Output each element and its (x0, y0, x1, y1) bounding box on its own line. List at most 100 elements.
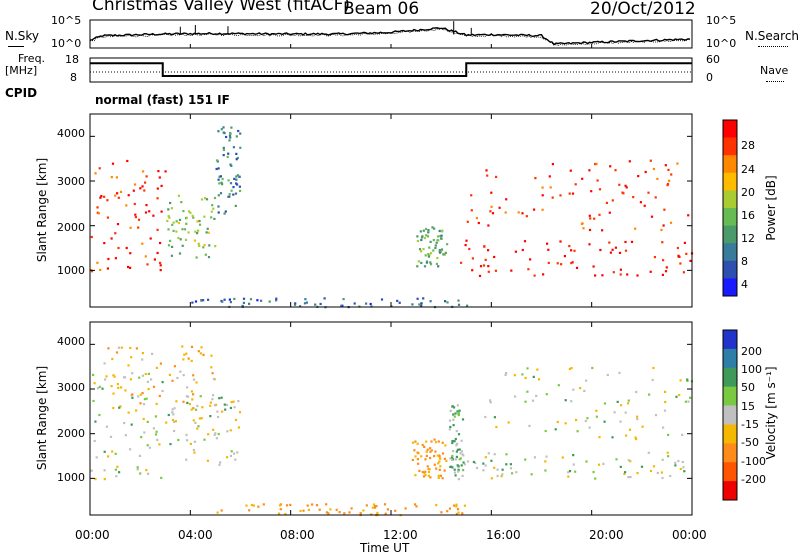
power-panel-cell (416, 235, 419, 238)
power-panel-cell (420, 261, 423, 264)
power-panel-cell (619, 268, 622, 271)
velocity-panel-cell (200, 417, 203, 420)
power-panel-cell (129, 266, 132, 269)
power-panel-cell (611, 199, 614, 202)
velocity-panel-cell (112, 392, 115, 395)
power-panel-cell (156, 228, 159, 231)
power-colorbar-band (723, 172, 737, 191)
velocity-panel-cell (142, 417, 145, 421)
power-panel-cell (207, 256, 211, 259)
power-panel-cell (470, 194, 473, 197)
velocity-panel-cell (237, 400, 240, 403)
velocity-panel-cell (652, 366, 655, 370)
velocity-panel-cell (616, 400, 619, 403)
power-panel-cell (167, 244, 171, 247)
velocity-panel-cell (190, 390, 193, 393)
velocity-panel-cell (335, 508, 338, 511)
power-panel-cell (217, 167, 220, 170)
power-panel-cell (649, 159, 652, 162)
nave-label: Nave (760, 64, 789, 77)
velocity-panel-cell (94, 420, 97, 423)
power-panel-cell (533, 274, 536, 277)
power-panel-cell (197, 229, 200, 232)
power-panel-cell (440, 234, 443, 237)
velocity-panel-cell (583, 389, 586, 392)
noise-right-tick-bottom: 10^0 (706, 37, 737, 50)
power-panel-cell (189, 211, 192, 214)
power-panel-cell (171, 223, 174, 226)
power-panel-cell (568, 192, 571, 195)
velocity-panel-cell (433, 438, 436, 441)
power-panel-cell (232, 186, 235, 189)
power-panel-cell (489, 210, 492, 213)
velocity-panel-cell (229, 429, 232, 432)
power-panel-cell (110, 237, 113, 240)
velocity-panel-cell (586, 417, 589, 420)
velocity-panel-cell (624, 471, 627, 474)
velocity-panel-cell (404, 507, 407, 510)
station-title: Christmas Valley West (fitACF) (92, 0, 351, 15)
velocity-panel-cell (350, 507, 353, 510)
power-panel-cell (152, 214, 155, 217)
velocity-panel-cell (155, 402, 158, 405)
power-panel-cell (215, 167, 218, 171)
velocity-panel-cell (139, 472, 142, 475)
velocity-panel-cell (173, 407, 176, 410)
power-panel-cell (159, 261, 162, 264)
power-panel-cell (184, 238, 188, 241)
velocity-panel-cell (186, 386, 189, 389)
velocity-panel-cell (545, 393, 548, 396)
velocity-panel-cell (427, 470, 431, 474)
velocity-panel-cell (661, 458, 664, 461)
velocity-panel-cell (615, 458, 618, 461)
power-panel-cell (314, 303, 317, 306)
velocity-panel-cell (535, 394, 538, 397)
power-panel-cell (666, 182, 670, 186)
freq-tick-18: 18 (65, 53, 79, 66)
velocity-panel-cell (509, 463, 512, 466)
power-panel-cell (172, 229, 175, 232)
power-panel-cell (114, 194, 117, 197)
velocity-panel-cell (666, 451, 669, 454)
velocity-panel-cell (462, 469, 465, 472)
velocity-panel-cell (93, 382, 96, 385)
power-panel-cell (223, 298, 226, 301)
velocity-panel-cell (686, 378, 689, 381)
velocity-panel-cell (457, 478, 460, 481)
velocity-colorbar-band (723, 481, 737, 501)
power-panel-cell (643, 204, 646, 207)
velocity-panel-cell (648, 393, 651, 396)
velocity-panel-cell (226, 456, 229, 459)
power-panel-cell (212, 207, 215, 210)
power-panel-cell (618, 183, 621, 186)
velocity-panel-cell (104, 378, 107, 381)
power-panel-cell (437, 265, 440, 268)
velocity-panel-cell (417, 462, 420, 465)
power-colorbar-band (723, 225, 737, 244)
power-panel-cell (632, 196, 635, 199)
power-panel-cell (111, 162, 115, 165)
velocity-panel-cell (674, 464, 677, 467)
velocity-panel-cell (427, 474, 430, 477)
velocity-panel-cell (530, 473, 533, 476)
power-panel-cell (523, 240, 527, 243)
power-cbtick-12: 12 (741, 232, 755, 245)
velocity-panel-cell (482, 469, 485, 472)
velocity-panel-cell (212, 394, 215, 397)
power-panel-cell (175, 230, 178, 233)
power-panel-cell (618, 251, 622, 254)
velocity-panel-cell (526, 367, 529, 370)
power-panel-cell (436, 256, 439, 260)
velocity-panel-cell (624, 411, 627, 414)
power-panel-cell (423, 265, 427, 268)
velocity-colorbar-band (723, 424, 737, 444)
power-panel-cell (478, 274, 482, 277)
velocity-panel-cell (662, 426, 665, 429)
power-panel-cell (570, 262, 573, 265)
velocity-panel-cell (182, 358, 185, 361)
power-panel-cell (420, 236, 424, 239)
power-panel-cell (510, 269, 513, 272)
power-panel-cell (575, 266, 579, 269)
power-panel-cell (149, 237, 152, 240)
power-panel-cell (299, 305, 302, 308)
